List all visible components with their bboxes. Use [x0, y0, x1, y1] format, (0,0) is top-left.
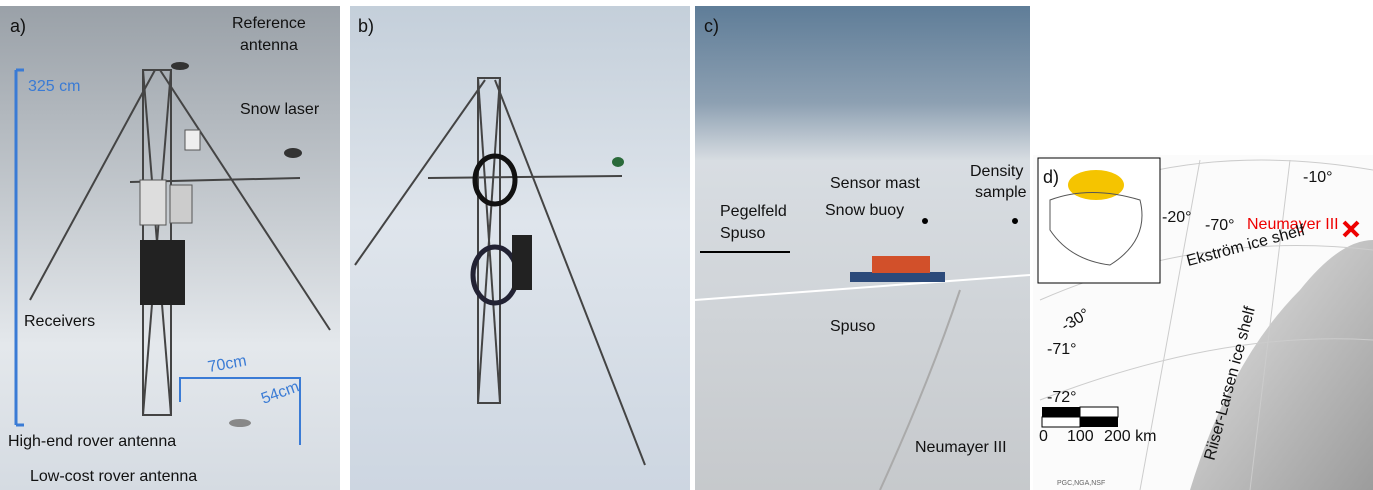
map-label: -20° [1162, 209, 1192, 226]
map-label: -71° [1047, 341, 1077, 358]
annotation: Spuso [830, 318, 875, 335]
panel-a: a) Reference antenna 325 cm Snow laser R… [0, 6, 340, 490]
scale-label: 0 [1039, 428, 1048, 445]
panel-label: d) [1043, 167, 1059, 187]
annotation: Low-cost rover antenna [30, 468, 197, 485]
annotation: antenna [240, 37, 298, 54]
annotation: Snow buoy [825, 202, 904, 219]
map-label: -10° [1303, 169, 1333, 186]
annotation: Snow laser [240, 101, 320, 118]
panel-label: c) [704, 16, 719, 36]
map-label: Neumayer III [1247, 216, 1339, 233]
panel-d: d) -10° -20° -30° -70° -71° -72° Neumaye… [1033, 155, 1373, 490]
annotation: 325 cm [28, 78, 80, 95]
scale-label: 100 [1067, 428, 1094, 445]
panel-b: b) [350, 6, 690, 490]
annotation: Reference [232, 15, 306, 32]
annotation: Receivers [24, 313, 95, 330]
annotation: Density [970, 163, 1023, 180]
annotation: Spuso [720, 225, 765, 242]
annotation: 70cm [206, 353, 247, 377]
annotation: High-end rover antenna [8, 433, 176, 450]
credit: PGC,NGA,NSF [1057, 480, 1105, 487]
map-label: -70° [1205, 217, 1235, 234]
map-label: -72° [1047, 389, 1077, 406]
scale-label: 200 km [1104, 428, 1156, 445]
annotation: sample [975, 184, 1027, 201]
panel-label: b) [358, 16, 374, 36]
annotation: Neumayer III [915, 439, 1007, 456]
annotation: Pegelfeld [720, 203, 787, 220]
annotation: Sensor mast [830, 175, 920, 192]
panel-c: c) Sensor mast Density sample Pegelfeld … [694, 6, 1031, 490]
panel-label: a) [10, 16, 26, 36]
